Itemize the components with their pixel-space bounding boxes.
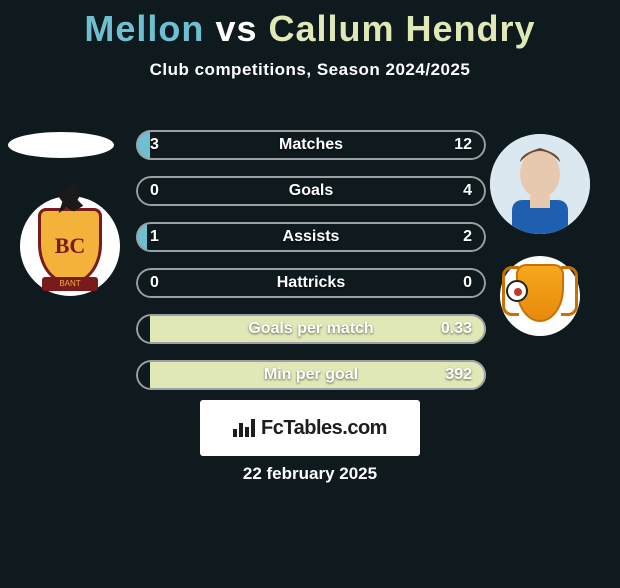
stat-bar-row: Goals per match0.33 xyxy=(136,314,486,344)
fctables-logo: FcTables.com xyxy=(233,417,387,440)
stat-bar-row: Min per goal392 xyxy=(136,360,486,390)
stat-bar-row: 0Goals4 xyxy=(136,176,486,206)
bar-value-right: 12 xyxy=(454,130,472,160)
player1-name: Mellon xyxy=(84,8,204,49)
bar-label: Hattricks xyxy=(136,268,486,298)
headshot-icon xyxy=(490,134,590,234)
bar-value-right: 0 xyxy=(463,268,472,298)
stat-bar-row: 3Matches12 xyxy=(136,130,486,160)
player1-club-crest: BC BANT xyxy=(20,196,120,296)
mk-dons-crest-icon xyxy=(504,260,576,332)
bar-label: Min per goal xyxy=(136,360,486,390)
bar-label: Matches xyxy=(136,130,486,160)
crest-banner: BANT xyxy=(42,277,98,291)
subtitle: Club competitions, Season 2024/2025 xyxy=(0,60,620,80)
stat-bar-row: 0Hattricks0 xyxy=(136,268,486,298)
bars-icon xyxy=(233,419,255,437)
crest-letters: BC xyxy=(41,211,99,281)
footer-brand-box: FcTables.com xyxy=(200,400,420,456)
bar-value-right: 0.33 xyxy=(441,314,472,344)
player2-name: Callum Hendry xyxy=(269,8,536,49)
player2-club-crest xyxy=(500,256,580,336)
bar-label: Goals xyxy=(136,176,486,206)
bradford-crest-icon: BC BANT xyxy=(38,208,102,284)
bar-value-right: 2 xyxy=(463,222,472,252)
stat-bar-row: 1Assists2 xyxy=(136,222,486,252)
player1-avatar-placeholder xyxy=(8,132,114,158)
bar-value-right: 4 xyxy=(463,176,472,206)
player2-avatar xyxy=(490,134,590,234)
stat-bars: 3Matches120Goals41Assists20Hattricks0Goa… xyxy=(136,130,486,406)
bar-label: Goals per match xyxy=(136,314,486,344)
comparison-title: Mellon vs Callum Hendry xyxy=(0,8,620,50)
date-text: 22 february 2025 xyxy=(0,464,620,484)
bar-label: Assists xyxy=(136,222,486,252)
brand-text: FcTables.com xyxy=(261,417,387,440)
vs-text: vs xyxy=(215,8,257,49)
bar-value-right: 392 xyxy=(445,360,472,390)
